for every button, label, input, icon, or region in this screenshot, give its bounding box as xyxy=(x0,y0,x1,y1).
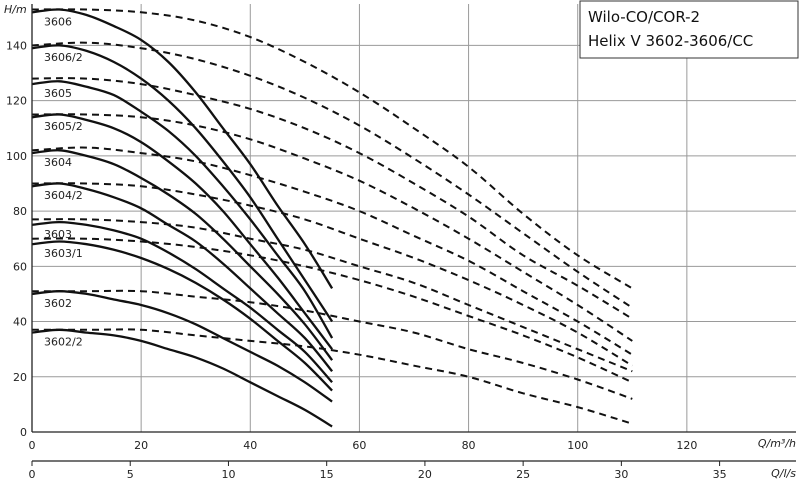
dashed-curve xyxy=(31,289,633,400)
x2-tick-label: 25 xyxy=(516,468,530,481)
axis-layer: 0 20 40 60 80 100 120 140 0 20 40 60 80 100 120 0 5 10 15 2… xyxy=(6,4,796,481)
curve-label: 3602 xyxy=(44,297,72,310)
x2-tick-label: 0 xyxy=(29,468,36,481)
curve-label: 3603/1 xyxy=(44,247,83,260)
y-tick-label: 100 xyxy=(6,150,27,163)
curve-label: 3606/2 xyxy=(44,51,83,64)
curve-label: 3604/2 xyxy=(44,189,83,202)
x-tick-label: 40 xyxy=(243,439,257,452)
x-tick-label: 120 xyxy=(676,439,697,452)
solid-curve-3602-2 xyxy=(31,328,333,428)
curve-label: 3602/2 xyxy=(44,336,83,349)
y-tick-label: 20 xyxy=(13,371,27,384)
x-tick-label: 80 xyxy=(462,439,476,452)
y-axis-label: H/m xyxy=(4,3,27,16)
y-tick-label: 60 xyxy=(13,260,27,273)
x2-tick-label: 5 xyxy=(127,468,134,481)
solid-curve-3606 xyxy=(31,8,334,289)
x2-tick-label: 10 xyxy=(221,468,235,481)
x-tick-label: 20 xyxy=(134,439,148,452)
title-box: Wilo-CO/COR-2 Helix V 3602-3606/CC xyxy=(579,0,799,59)
x2-tick-label: 35 xyxy=(713,468,727,481)
solid-curve-3606-2 xyxy=(31,44,334,323)
y-tick-label: 80 xyxy=(13,205,27,218)
chart-title-line-2: Helix V 3602-3606/CC xyxy=(588,32,753,50)
x-tick-label: 0 xyxy=(29,439,36,452)
curve-label: 3606 xyxy=(44,15,72,28)
curve-label: 3603 xyxy=(44,228,72,241)
x2-tick-label: 15 xyxy=(320,468,334,481)
y-tick-label: 120 xyxy=(6,95,27,108)
dashed-curve xyxy=(31,77,633,320)
dashed-curve xyxy=(31,8,633,290)
dashed-curve xyxy=(31,218,633,373)
x-tick-label: 100 xyxy=(567,439,588,452)
x2-tick-label: 30 xyxy=(614,468,628,481)
solid-curve-3605-2 xyxy=(31,113,334,350)
y-tick-label: 140 xyxy=(6,39,27,52)
solid-curve-3603-1 xyxy=(31,240,333,392)
solid-curve-3605 xyxy=(31,80,334,339)
curve-label: 3605 xyxy=(44,87,72,100)
solid-curve-3603 xyxy=(31,220,333,384)
solid-curve-3604 xyxy=(31,149,334,361)
solid-curve-3604-2 xyxy=(31,182,333,373)
y-tick-label: 40 xyxy=(13,316,27,329)
dashed-curve xyxy=(31,237,633,384)
x-axis-label: Q/m³/h xyxy=(758,437,796,450)
x2-tick-label: 20 xyxy=(418,468,432,481)
dashed-curve xyxy=(31,182,633,367)
y-tick-label: 0 xyxy=(20,426,27,439)
series-layer xyxy=(31,8,633,428)
x2-axis-label: Q/l/s xyxy=(771,467,796,480)
chart-title-line-1: Wilo-CO/COR-2 xyxy=(588,8,700,26)
solid-curve-3602 xyxy=(31,290,333,403)
x-tick-label: 60 xyxy=(352,439,366,452)
dashed-curve xyxy=(31,146,633,356)
curve-label: 3604 xyxy=(44,156,72,169)
dashed-curve xyxy=(31,328,633,425)
curve-label: 3605/2 xyxy=(44,120,83,133)
title-box-frame xyxy=(579,0,799,59)
curve-label-layer: 3606 3606/2 3605 3605/2 3604 3604/2 3603 3603/1… xyxy=(44,15,83,348)
dashed-curve xyxy=(31,41,633,309)
